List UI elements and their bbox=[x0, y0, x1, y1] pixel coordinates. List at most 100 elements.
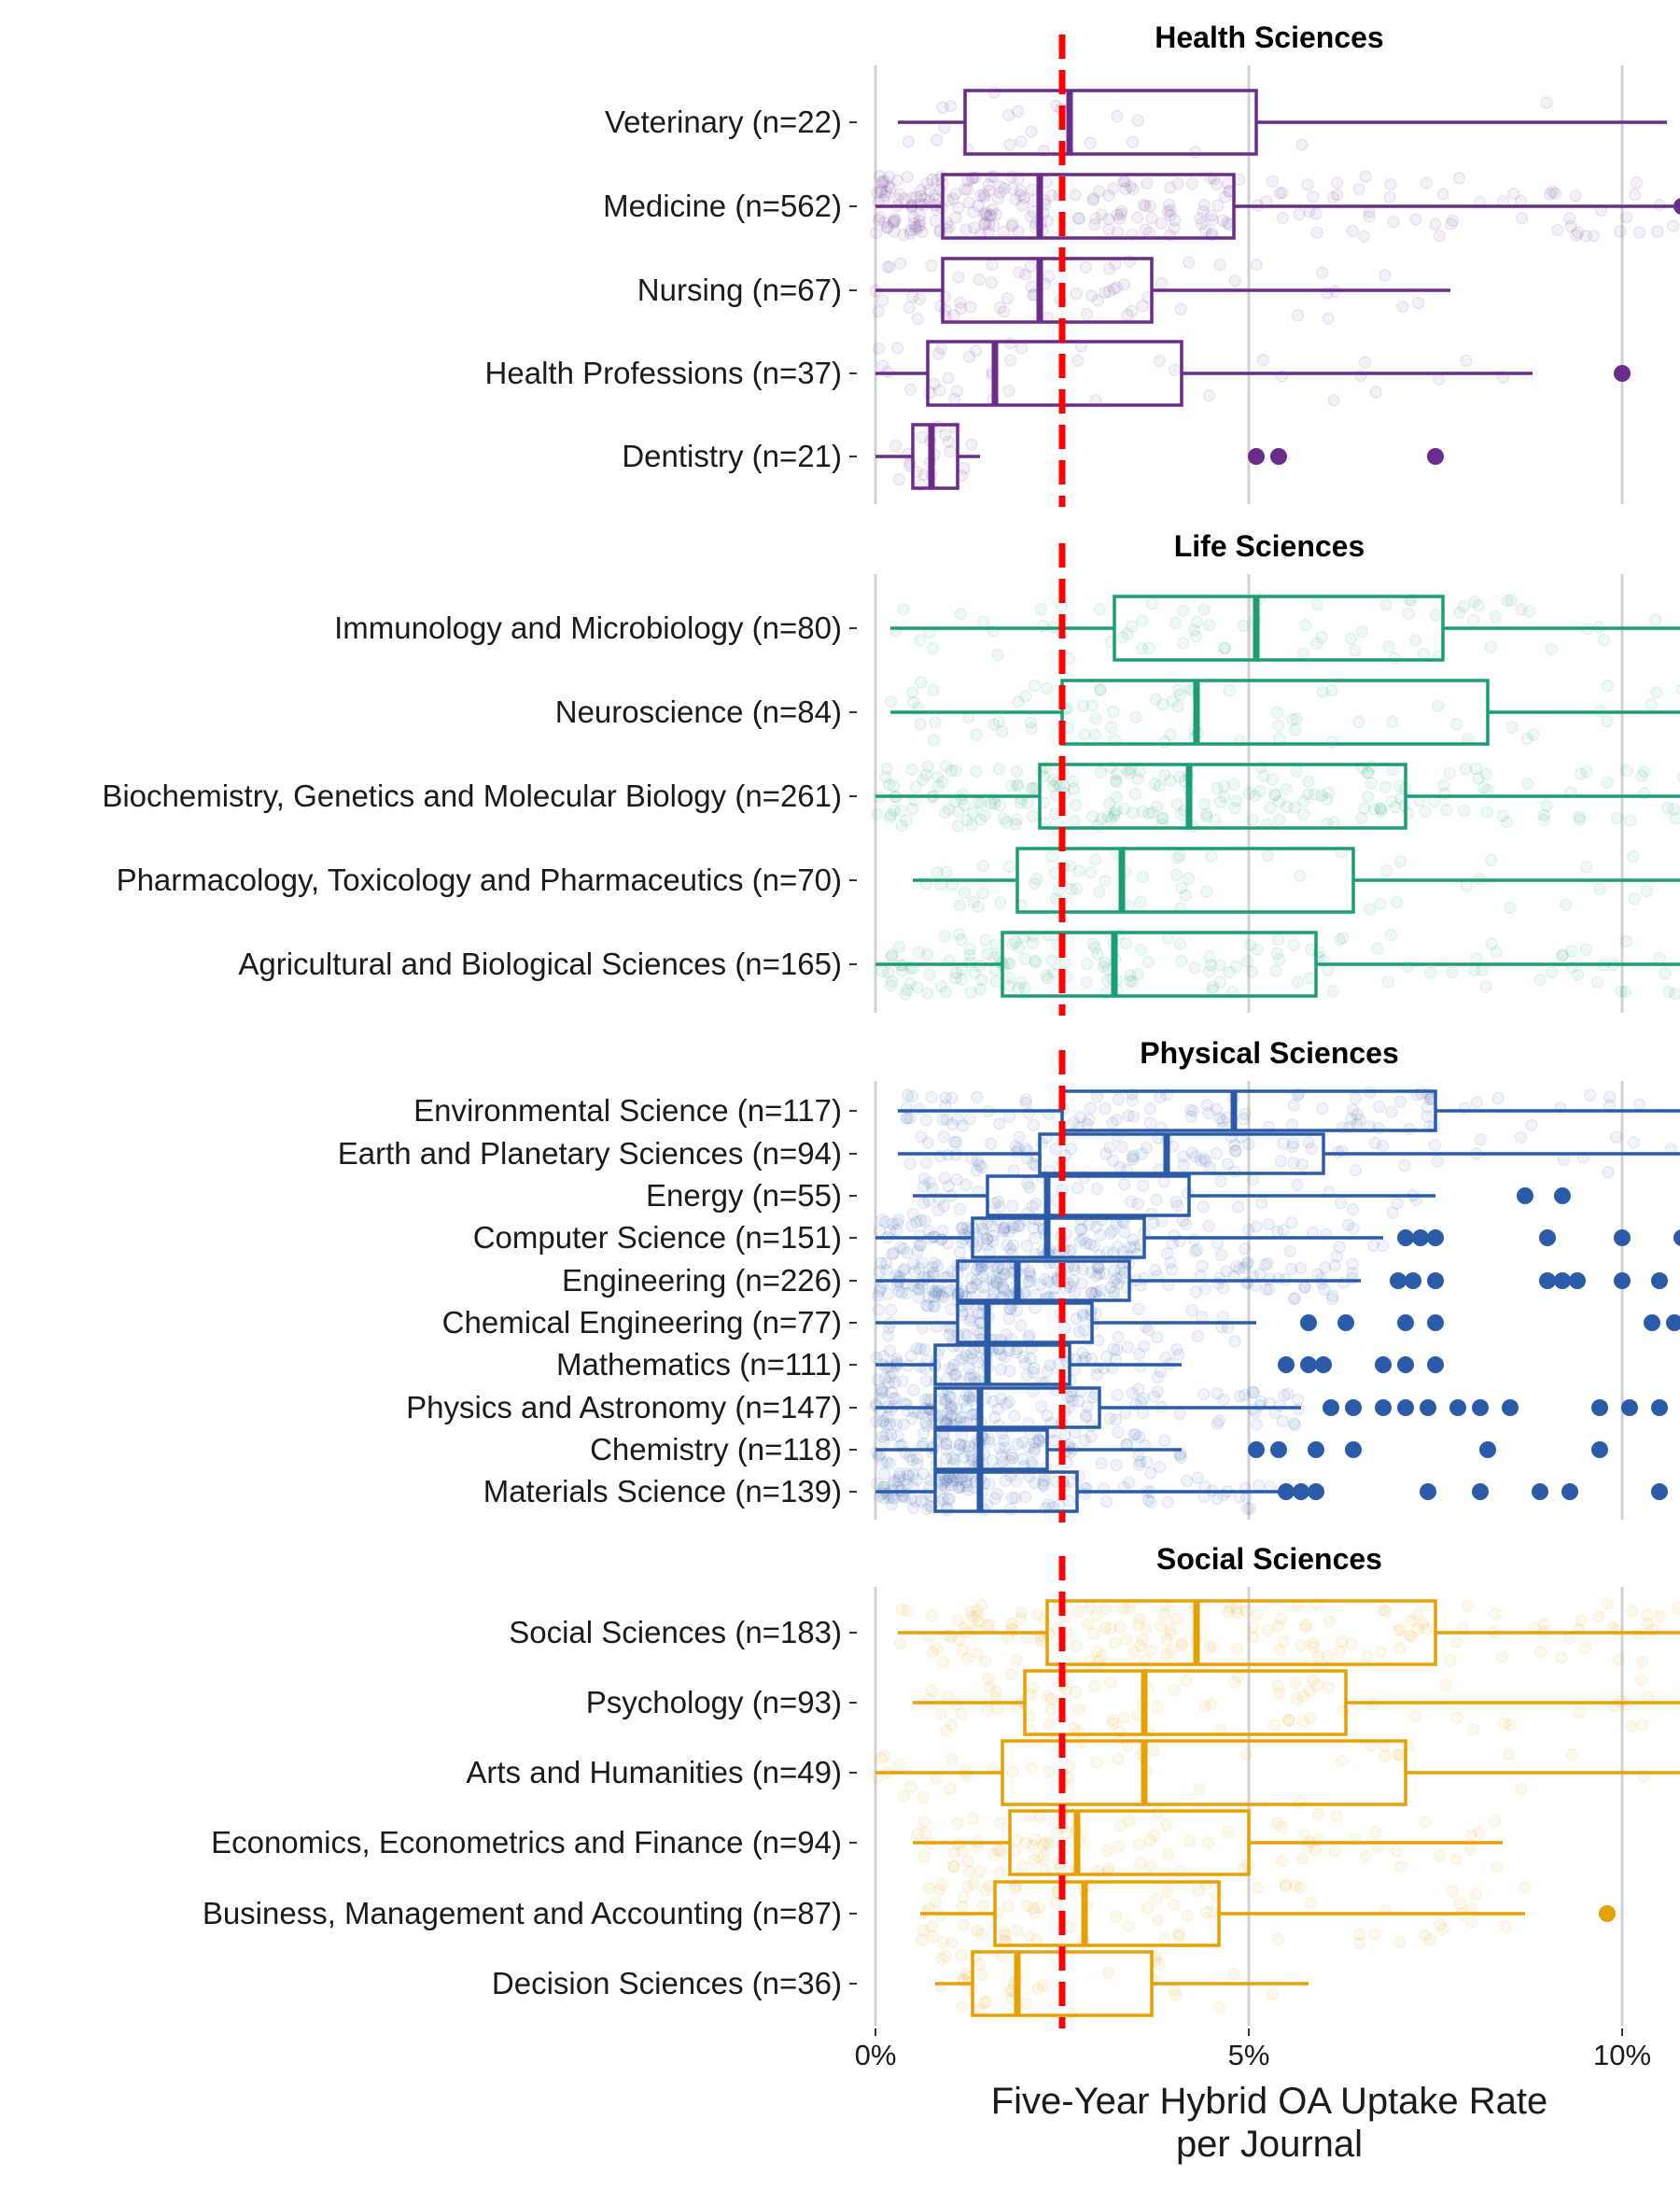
jitter-point bbox=[1250, 791, 1261, 802]
jitter-point bbox=[924, 969, 935, 980]
jitter-point bbox=[1133, 1303, 1144, 1314]
x-tick-label: 5% bbox=[1228, 2039, 1270, 2071]
jitter-point bbox=[900, 989, 911, 1000]
outlier-point bbox=[1599, 1905, 1616, 1922]
jitter-point bbox=[1295, 870, 1306, 881]
jitter-point bbox=[938, 1131, 949, 1143]
jitter-point bbox=[1541, 97, 1552, 108]
jitter-point bbox=[1593, 1610, 1604, 1621]
jitter-point bbox=[930, 717, 941, 728]
jitter-point bbox=[1620, 935, 1631, 947]
jitter-point bbox=[989, 964, 1001, 975]
jitter-point bbox=[1262, 1625, 1273, 1636]
jitter-point bbox=[1135, 1456, 1146, 1467]
jitter-point bbox=[1350, 1093, 1361, 1104]
jitter-point bbox=[902, 171, 913, 182]
jitter-point bbox=[1074, 1705, 1085, 1716]
jitter-point bbox=[1149, 1830, 1160, 1841]
jitter-point bbox=[902, 1605, 913, 1616]
jitter-point bbox=[1247, 814, 1258, 825]
jitter-point bbox=[1183, 257, 1195, 268]
jitter-point bbox=[1090, 713, 1101, 724]
outlier-point bbox=[1427, 1272, 1444, 1289]
jitter-point bbox=[874, 343, 885, 354]
jitter-point bbox=[1069, 1264, 1080, 1275]
jitter-point bbox=[1519, 1882, 1531, 1893]
jitter-point bbox=[885, 809, 896, 821]
x-axis: Five-Year Hybrid OA Uptake Rate per Jour… bbox=[855, 2028, 1680, 2165]
jitter-point bbox=[921, 1158, 932, 1169]
jitter-point bbox=[1461, 880, 1472, 891]
jitter-point bbox=[1468, 1724, 1479, 1735]
jitter-point bbox=[1534, 975, 1546, 986]
jitter-point bbox=[1232, 1643, 1243, 1654]
jitter-point bbox=[1011, 1305, 1022, 1316]
jitter-point bbox=[1140, 201, 1151, 212]
jitter-point bbox=[1101, 1495, 1113, 1507]
jitter-point bbox=[1000, 1475, 1011, 1486]
jitter-point bbox=[951, 386, 962, 397]
jitter-point bbox=[922, 988, 933, 999]
jitter-point bbox=[1137, 871, 1148, 882]
category-label: Health Professions (n=37) bbox=[485, 356, 842, 390]
jitter-point bbox=[1065, 1922, 1076, 1933]
jitter-point bbox=[955, 297, 966, 308]
jitter-point bbox=[966, 440, 977, 451]
outlier-point bbox=[1673, 198, 1680, 215]
jitter-point bbox=[1602, 681, 1613, 692]
outlier-point bbox=[1614, 1272, 1631, 1289]
jitter-point bbox=[1073, 1326, 1085, 1338]
jitter-point bbox=[931, 1260, 943, 1271]
jitter-point bbox=[1269, 789, 1281, 800]
jitter-point bbox=[939, 1172, 950, 1184]
jitter-point bbox=[1485, 641, 1496, 652]
jitter-point bbox=[1239, 1262, 1250, 1273]
jitter-point bbox=[1602, 777, 1613, 788]
category-label: Immunology and Microbiology (n=80) bbox=[334, 610, 842, 645]
jitter-point bbox=[917, 431, 928, 442]
jitter-point bbox=[1589, 231, 1600, 242]
jitter-point bbox=[1238, 620, 1249, 631]
jitter-point bbox=[1500, 1920, 1511, 1931]
jitter-point bbox=[1108, 707, 1119, 718]
panel-title: Health Sciences bbox=[1155, 21, 1383, 54]
jitter-point bbox=[1214, 976, 1225, 988]
jitter-point bbox=[1228, 1969, 1239, 1980]
jitter-point bbox=[1461, 764, 1472, 775]
outlier-point bbox=[1308, 1441, 1324, 1458]
jitter-point bbox=[1019, 1492, 1030, 1503]
jitter-point bbox=[1295, 1262, 1307, 1273]
jitter-point bbox=[1453, 173, 1464, 184]
jitter-point bbox=[1329, 1260, 1340, 1271]
jitter-point bbox=[885, 1226, 896, 1237]
jitter-point bbox=[1144, 1103, 1155, 1115]
jitter-point bbox=[1091, 1609, 1102, 1621]
jitter-point bbox=[1393, 1625, 1404, 1636]
jitter-point bbox=[1421, 177, 1432, 189]
jitter-point bbox=[984, 1246, 995, 1257]
jitter-point bbox=[1011, 1655, 1022, 1666]
jitter-point bbox=[1277, 1855, 1288, 1866]
jitter-point bbox=[1297, 648, 1309, 659]
jitter-point bbox=[1085, 866, 1097, 877]
jitter-point bbox=[931, 867, 943, 878]
jitter-point bbox=[1094, 684, 1105, 695]
jitter-point bbox=[1028, 937, 1039, 948]
jitter-point bbox=[997, 726, 1008, 737]
jitter-point bbox=[1071, 288, 1082, 300]
jitter-point bbox=[1378, 1141, 1389, 1152]
category-label: Arts and Humanities (n=49) bbox=[466, 1755, 842, 1789]
jitter-point bbox=[878, 1750, 889, 1761]
jitter-point bbox=[1364, 211, 1375, 222]
jitter-point bbox=[1146, 598, 1157, 610]
jitter-point bbox=[1629, 1137, 1640, 1148]
jitter-point bbox=[1279, 1635, 1290, 1647]
jitter-point bbox=[1432, 1156, 1443, 1167]
jitter-point bbox=[1206, 210, 1217, 221]
jitter-point bbox=[1217, 1116, 1228, 1127]
jitter-point bbox=[1295, 1640, 1307, 1651]
jitter-point bbox=[928, 684, 939, 695]
jitter-point bbox=[995, 1845, 1006, 1857]
jitter-point bbox=[1230, 1145, 1241, 1157]
jitter-point bbox=[1505, 1719, 1516, 1731]
